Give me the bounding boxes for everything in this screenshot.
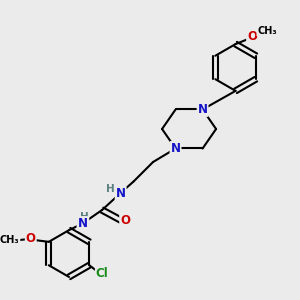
Text: CH₃: CH₃: [0, 235, 20, 245]
Text: O: O: [26, 232, 36, 245]
Text: N: N: [77, 217, 88, 230]
Text: O: O: [247, 30, 257, 43]
Text: H: H: [106, 184, 115, 194]
Text: H: H: [80, 212, 88, 222]
Text: N: N: [116, 187, 126, 200]
Text: N: N: [171, 142, 181, 155]
Text: O: O: [120, 214, 130, 227]
Text: CH₃: CH₃: [257, 26, 277, 36]
Text: N: N: [198, 103, 208, 116]
Text: Cl: Cl: [96, 267, 109, 280]
